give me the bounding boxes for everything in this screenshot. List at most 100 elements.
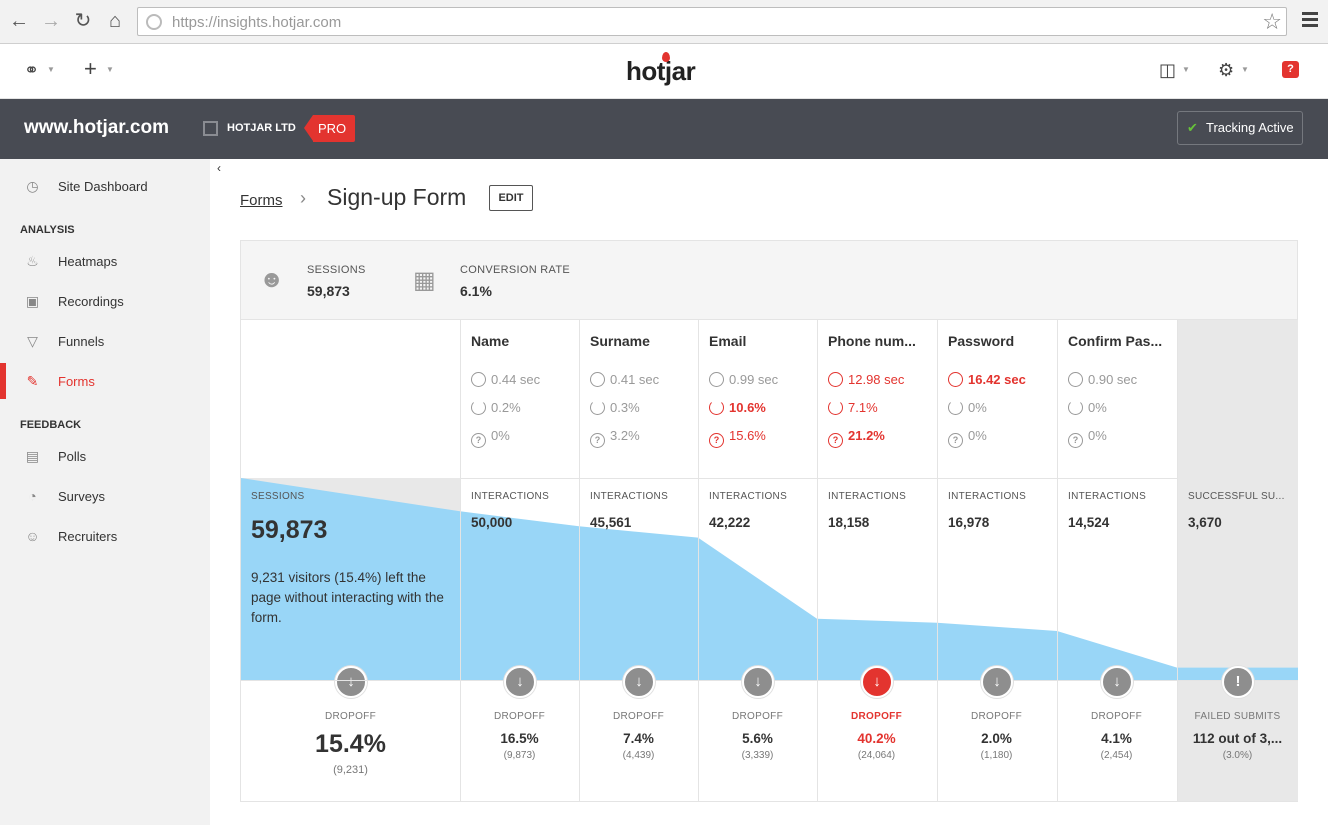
clock-icon [709, 372, 724, 387]
breadcrumb-forms-link[interactable]: Forms [240, 192, 283, 209]
flame-icon: ♨ [26, 253, 39, 269]
dropoff-arrow-button[interactable]: ↓ [623, 666, 655, 698]
browser-menu-icon[interactable] [1302, 12, 1318, 30]
interactions-value: 14,524 [1068, 515, 1110, 530]
dropoff-arrow-button[interactable]: ↓ [742, 666, 774, 698]
url-text: https://insights.hotjar.com [172, 14, 342, 31]
field-time-value: 0.44 sec [491, 372, 541, 387]
gear-icon[interactable]: ⚙ [1218, 60, 1235, 80]
field-blank-value: 0% [491, 428, 510, 443]
form-edit-icon: ✎ [26, 373, 39, 389]
field-name[interactable]: Password [948, 333, 1015, 349]
failed-submits-value: 112 out of 3,... [1192, 731, 1283, 746]
globe-icon [146, 14, 162, 30]
field-refill-value: 0.3% [610, 400, 640, 415]
question-icon: ? [709, 433, 724, 448]
back-icon[interactable]: ← [9, 10, 29, 32]
sidebar-item-label: Polls [58, 449, 87, 464]
dashboard-icon: ◷ [26, 178, 39, 194]
sidebar-item-polls[interactable]: ▤ Polls [0, 436, 210, 476]
field-name[interactable]: Confirm Pas... [1068, 333, 1163, 349]
site-bar: www.hotjar.com HOTJAR LTD PRO ✔ Tracking… [0, 99, 1328, 159]
app-header: ⚭ ▼ + ▼ hotjar ◫ ▼ ⚙ ▼ ? [0, 44, 1328, 99]
dropoff-count: (9,873) [503, 750, 536, 761]
sidebar-item-forms[interactable]: ✎ Forms [0, 361, 210, 401]
field-refill-value: 0% [968, 400, 987, 415]
sidebar-heading-analysis: ANALYSIS [20, 224, 75, 236]
sidebar-item-surveys[interactable]: ◔ Surveys [0, 476, 210, 516]
plan-badge[interactable]: PRO [303, 115, 356, 142]
field-blank-value: 0% [1088, 428, 1107, 443]
sidebar-item-recruiters[interactable]: ☺ Recruiters [0, 516, 210, 556]
field-blank-value: 15.6% [729, 428, 766, 443]
bookmark-star-icon[interactable]: ☆ [1262, 9, 1282, 34]
forward-icon[interactable]: → [41, 10, 61, 32]
reload-icon[interactable]: ↻ [74, 10, 92, 32]
field-blank-metric: ? 0% [948, 428, 987, 448]
field-refill-metric: 7.1% [828, 400, 878, 415]
add-icon[interactable]: + [84, 56, 97, 81]
alert-icon[interactable]: ! [1222, 666, 1254, 698]
refresh-icon [948, 400, 963, 415]
interactions-label: INTERACTIONS [590, 491, 669, 502]
field-name[interactable]: Surname [590, 333, 650, 349]
users-icon: ☻ [259, 266, 285, 293]
home-icon[interactable]: ⌂ [108, 10, 122, 32]
field-refill-value: 10.6% [729, 400, 766, 415]
refresh-icon [709, 400, 724, 415]
field-refill-value: 0% [1088, 400, 1107, 415]
field-blank-metric: ? 21.2% [828, 428, 885, 448]
field-refill-metric: 0% [948, 400, 987, 415]
dropoff-count: (4,439) [622, 750, 655, 761]
edit-button[interactable]: EDIT [489, 185, 533, 211]
field-time-metric: 0.41 sec [590, 372, 659, 387]
sidebar-item-site-dashboard[interactable]: ◷ Site Dashboard [0, 166, 210, 206]
dropoff-arrow-button[interactable]: ↓ [335, 666, 367, 698]
clock-icon [1068, 372, 1083, 387]
chevron-down-icon: ▼ [106, 65, 114, 74]
collapse-sidebar-icon[interactable]: ‹ [210, 159, 228, 177]
flame-icon [662, 52, 670, 62]
sidebar-item-label: Heatmaps [58, 254, 118, 269]
interactions-label: INTERACTIONS [1068, 491, 1147, 502]
successful-submits-label: SUCCESSFUL SU... [1188, 491, 1285, 502]
address-bar[interactable]: https://insights.hotjar.com ☆ [137, 7, 1287, 36]
hotjar-logo[interactable]: hotjar [626, 52, 696, 87]
dropoff-value: 40.2% [857, 731, 896, 746]
column-divider [1057, 320, 1058, 801]
dropoff-value: 16.5% [500, 731, 539, 746]
column-divider [460, 320, 461, 801]
field-blank-metric: ? 3.2% [590, 428, 640, 448]
field-time-value: 0.41 sec [610, 372, 660, 387]
book-icon[interactable]: ◫ [1159, 60, 1177, 80]
clock-icon [948, 372, 963, 387]
presentation-chart-icon: ▦ [413, 267, 436, 294]
conversion-rate-label: CONVERSION RATE [460, 264, 571, 276]
dropoff-arrow-button[interactable]: ↓ [1101, 666, 1133, 698]
dropoff-arrow-button[interactable]: ↓ [861, 666, 893, 698]
field-refill-value: 7.1% [848, 400, 878, 415]
check-icon: ✔ [1187, 120, 1198, 135]
dropoff-arrow-button[interactable]: ↓ [504, 666, 536, 698]
sidebar-item-recordings[interactable]: ▣ Recordings [0, 281, 210, 321]
field-name[interactable]: Phone num... [828, 333, 916, 349]
field-time-metric: 0.44 sec [471, 372, 540, 387]
video-icon: ▣ [25, 293, 40, 309]
tracking-status-button[interactable]: ✔ Tracking Active [1177, 111, 1303, 145]
site-name[interactable]: www.hotjar.com [24, 117, 169, 138]
chevron-right-icon: › [300, 188, 306, 208]
field-name[interactable]: Name [471, 333, 510, 349]
field-time-value: 0.99 sec [729, 372, 779, 387]
globe-icon[interactable]: ⚭ [24, 60, 40, 80]
sidebar-item-funnels[interactable]: ▽ Funnels [0, 321, 210, 361]
field-time-metric: 16.42 sec [948, 372, 1026, 387]
clock-icon [471, 372, 486, 387]
field-name[interactable]: Email [709, 333, 747, 349]
sidebar-item-heatmaps[interactable]: ♨ Heatmaps [0, 241, 210, 281]
page-title: Sign-up Form [327, 184, 467, 210]
row-divider [460, 478, 1178, 479]
dropoff-label: DROPOFF [325, 711, 376, 722]
dropoff-arrow-button[interactable]: ↓ [981, 666, 1013, 698]
dropoff-label: DROPOFF [494, 711, 545, 722]
feedback-icon[interactable]: ? [1282, 61, 1299, 78]
